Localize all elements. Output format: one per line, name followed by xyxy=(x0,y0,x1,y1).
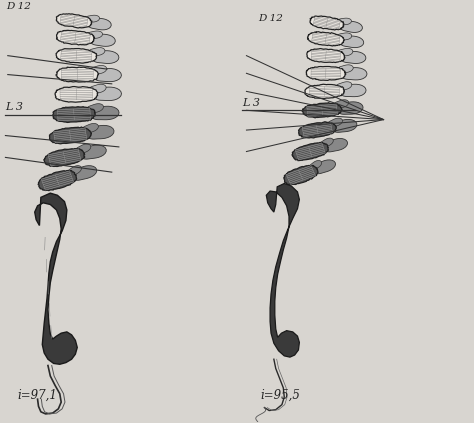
Polygon shape xyxy=(75,144,91,154)
Polygon shape xyxy=(328,118,343,127)
Polygon shape xyxy=(309,160,321,170)
Polygon shape xyxy=(56,67,99,82)
Polygon shape xyxy=(337,102,363,114)
Polygon shape xyxy=(35,193,77,364)
Polygon shape xyxy=(324,138,347,152)
Polygon shape xyxy=(44,148,85,167)
Polygon shape xyxy=(313,160,336,174)
Polygon shape xyxy=(307,32,344,46)
Polygon shape xyxy=(340,84,366,97)
Polygon shape xyxy=(320,138,333,148)
Polygon shape xyxy=(56,14,92,28)
Polygon shape xyxy=(334,100,349,109)
Text: D 12: D 12 xyxy=(258,14,283,23)
Polygon shape xyxy=(340,52,366,63)
Polygon shape xyxy=(56,49,97,63)
Polygon shape xyxy=(92,51,119,63)
Polygon shape xyxy=(266,184,300,357)
Text: i=95,5: i=95,5 xyxy=(261,389,301,402)
Polygon shape xyxy=(80,145,106,159)
Text: L 3: L 3 xyxy=(5,102,23,113)
Polygon shape xyxy=(299,122,337,138)
Polygon shape xyxy=(90,66,107,74)
Polygon shape xyxy=(305,84,344,99)
Text: i=97,1: i=97,1 xyxy=(17,389,57,402)
Polygon shape xyxy=(332,119,357,132)
Polygon shape xyxy=(310,16,344,30)
Polygon shape xyxy=(292,143,328,161)
Polygon shape xyxy=(89,84,106,93)
Polygon shape xyxy=(53,107,95,122)
Polygon shape xyxy=(82,124,99,133)
Polygon shape xyxy=(85,15,100,22)
Polygon shape xyxy=(302,103,342,118)
Polygon shape xyxy=(93,87,121,101)
Polygon shape xyxy=(86,125,114,139)
Polygon shape xyxy=(283,165,318,184)
Polygon shape xyxy=(55,87,98,102)
Polygon shape xyxy=(93,69,121,82)
Polygon shape xyxy=(340,21,363,33)
Polygon shape xyxy=(56,30,95,45)
Polygon shape xyxy=(341,68,367,80)
Polygon shape xyxy=(49,127,91,144)
Polygon shape xyxy=(307,49,345,63)
Polygon shape xyxy=(91,106,119,120)
Text: D 12: D 12 xyxy=(6,3,31,11)
Polygon shape xyxy=(337,82,352,91)
Polygon shape xyxy=(338,18,351,25)
Polygon shape xyxy=(88,18,111,30)
Polygon shape xyxy=(90,34,115,47)
Text: L 3: L 3 xyxy=(243,98,261,108)
Polygon shape xyxy=(338,65,353,73)
Polygon shape xyxy=(67,166,82,176)
Polygon shape xyxy=(87,104,103,113)
Polygon shape xyxy=(71,166,97,180)
Polygon shape xyxy=(340,36,364,48)
Polygon shape xyxy=(306,66,346,80)
Polygon shape xyxy=(338,48,353,56)
Polygon shape xyxy=(87,31,102,38)
Polygon shape xyxy=(38,170,77,191)
Polygon shape xyxy=(89,47,105,56)
Polygon shape xyxy=(337,33,352,40)
